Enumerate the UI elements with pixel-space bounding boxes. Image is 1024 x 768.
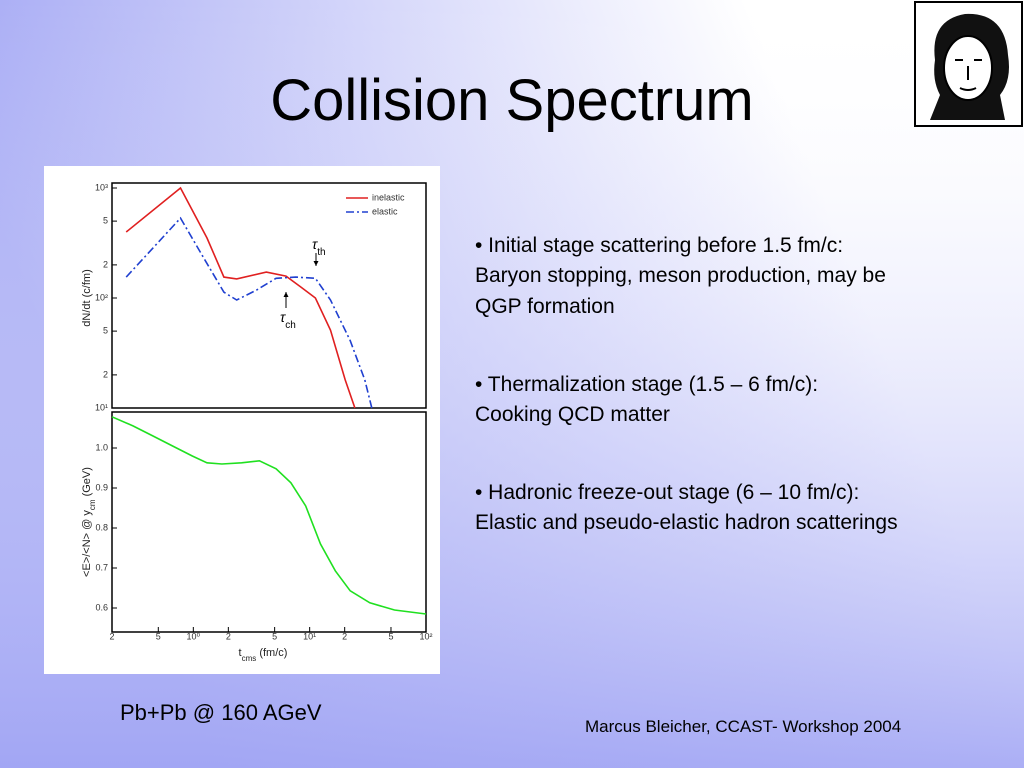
y-tick-label: 0.7 (95, 562, 108, 572)
bullet-text: • Initial stage scattering before 1.5 fm… (475, 234, 843, 257)
x-tick-label: 10⁰ (187, 631, 201, 641)
y-axis-label: <E>/<N> @ ycm (GeV) (81, 467, 97, 577)
y-axis-label: dN/dt (c/fm) (81, 269, 93, 326)
annotation-sub: th (317, 247, 325, 258)
legend-label: inelastic (372, 192, 405, 202)
x-axis-label-part: t (239, 647, 242, 659)
x-tick-label: 5 (272, 631, 277, 641)
x-tick-label: 2 (109, 631, 114, 641)
bullet-text: Elastic and pseudo-elastic hadron scatte… (475, 511, 898, 534)
y-tick-label: 10³ (95, 182, 108, 192)
x-tick-label: 2 (342, 631, 347, 641)
annotation-arrowhead (313, 261, 319, 266)
annotation: τth (312, 236, 326, 258)
plot-frame (111, 411, 427, 633)
y-tick-label: 5 (103, 215, 108, 225)
x-tick-label: 10² (419, 631, 432, 641)
bullet-text: Baryon stopping, meson production, may b… (475, 264, 886, 287)
x-tick-label: 5 (156, 631, 161, 641)
portrait (914, 1, 1023, 127)
annotation-symbol: τ (312, 236, 318, 252)
y-axis-label-part: (GeV) (81, 467, 93, 499)
y-tick-label: 5 (103, 325, 108, 335)
data-line (125, 186, 356, 409)
y-tick-label: 1.0 (95, 442, 108, 452)
y-axis-label-part: <E>/<N> @ y (81, 510, 93, 577)
y-tick-label: 10² (95, 292, 108, 302)
legend-label: elastic (372, 206, 398, 216)
y-tick-label: 10¹ (95, 402, 108, 412)
bullet-text: • Thermalization stage (1.5 – 6 fm/c): (475, 373, 818, 396)
x-axis-label: tcms (fm/c) (239, 647, 288, 663)
data-line (125, 216, 373, 409)
footer: Marcus Bleicher, CCAST- Workshop 2004 (585, 717, 901, 736)
chart-panel (44, 166, 440, 674)
y-tick-label: 2 (103, 369, 108, 379)
x-tick-label: 10¹ (303, 631, 316, 641)
bullet-text: Cooking QCD matter (475, 403, 670, 426)
annotation-symbol: τ (280, 309, 286, 325)
bullet-text: QGP formation (475, 295, 615, 318)
y-tick-label: 2 (103, 259, 108, 269)
annotation-sub: ch (285, 320, 296, 331)
y-tick-label: 0.9 (95, 482, 108, 492)
annotation-arrowhead (283, 292, 289, 297)
data-line (111, 416, 427, 615)
y-tick-label: 0.8 (95, 522, 108, 532)
x-axis-label-part: cms (242, 654, 257, 663)
x-axis-label-part: (fm/c) (256, 647, 287, 659)
annotation: τch (280, 309, 296, 331)
caption: Pb+Pb @ 160 AGeV (120, 700, 322, 725)
x-tick-label: 2 (226, 631, 231, 641)
y-axis-label-part: cm (88, 499, 97, 510)
y-tick-label: 0.6 (95, 602, 108, 612)
bullet-text: • Hadronic freeze-out stage (6 – 10 fm/c… (475, 481, 859, 504)
slide-title: Collision Spectrum (270, 68, 754, 133)
plot-frame (111, 182, 427, 409)
x-tick-label: 5 (388, 631, 393, 641)
